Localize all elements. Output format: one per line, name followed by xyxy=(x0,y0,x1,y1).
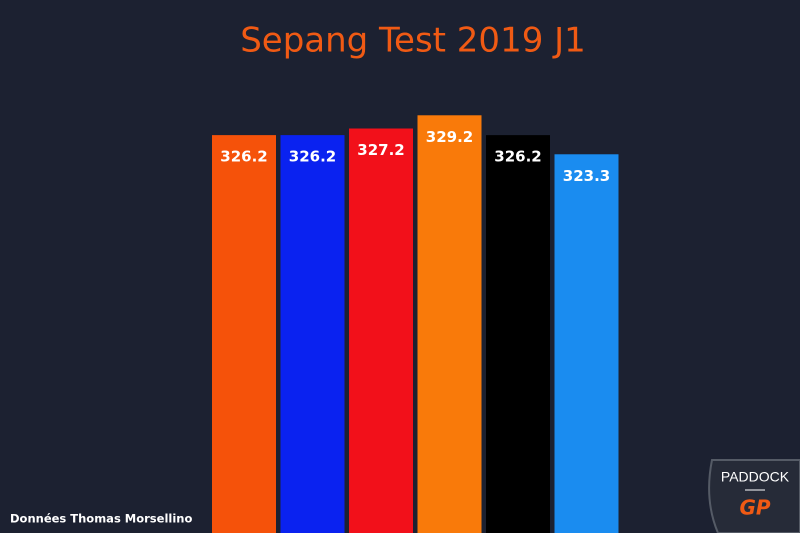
bar xyxy=(280,135,345,533)
logo-badge xyxy=(708,459,800,533)
bar xyxy=(212,135,276,533)
logo-top: PADDOCK xyxy=(721,469,790,485)
value-label: 326.2 xyxy=(220,148,267,166)
chart-title: Sepang Test 2019 J1 xyxy=(240,21,586,61)
source-note: Données Thomas Morsellino xyxy=(10,512,192,526)
value-label: 329.2 xyxy=(426,128,473,146)
logo: PADDOCK GP xyxy=(708,459,800,533)
bar xyxy=(554,154,619,533)
value-label: 323.3 xyxy=(563,167,610,185)
value-label: 327.2 xyxy=(357,141,404,159)
value-label: 326.2 xyxy=(494,148,541,166)
bar xyxy=(417,115,482,533)
bar xyxy=(486,135,550,533)
value-label: 326.2 xyxy=(289,148,336,166)
logo-bottom: GP xyxy=(739,496,770,520)
bar xyxy=(349,128,413,533)
